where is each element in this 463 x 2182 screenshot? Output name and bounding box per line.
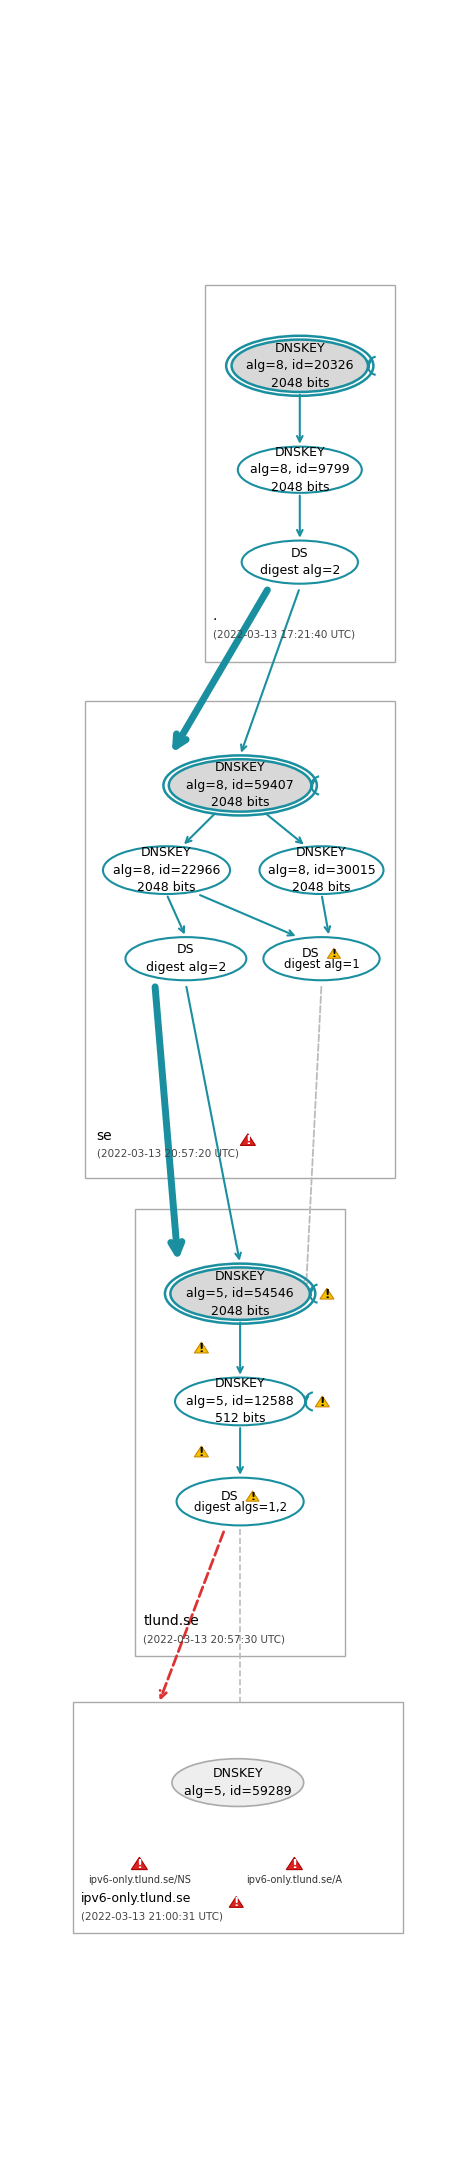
Polygon shape <box>194 1447 208 1458</box>
Text: (2022-03-13 20:57:30 UTC): (2022-03-13 20:57:30 UTC) <box>143 1634 285 1645</box>
Polygon shape <box>131 1857 147 1870</box>
Polygon shape <box>240 1135 255 1146</box>
Text: !: ! <box>244 1135 250 1148</box>
Ellipse shape <box>172 1759 303 1807</box>
Polygon shape <box>229 1896 243 1907</box>
Text: ipv6-only.tlund.se/NS: ipv6-only.tlund.se/NS <box>88 1874 190 1885</box>
Text: DS
digest alg=2: DS digest alg=2 <box>145 943 225 973</box>
Text: se: se <box>97 1128 112 1143</box>
Polygon shape <box>286 1857 302 1870</box>
Text: !: ! <box>233 1896 238 1909</box>
Text: digest algs=1,2: digest algs=1,2 <box>193 1501 286 1514</box>
Text: DNSKEY
alg=8, id=30015
2048 bits: DNSKEY alg=8, id=30015 2048 bits <box>267 847 375 895</box>
Text: .: . <box>213 609 217 622</box>
Polygon shape <box>245 1490 258 1501</box>
Bar <box>135 1209 344 1656</box>
Text: DNSKEY
alg=8, id=20326
2048 bits: DNSKEY alg=8, id=20326 2048 bits <box>245 343 353 391</box>
Text: !: ! <box>324 1287 329 1300</box>
Polygon shape <box>326 949 340 958</box>
Ellipse shape <box>231 340 367 393</box>
Text: !: ! <box>198 1342 204 1355</box>
Ellipse shape <box>170 1268 309 1320</box>
Ellipse shape <box>263 936 379 980</box>
Ellipse shape <box>241 541 357 585</box>
Text: DNSKEY
alg=5, id=54546
2048 bits: DNSKEY alg=5, id=54546 2048 bits <box>186 1270 293 1318</box>
Text: !: ! <box>136 1857 142 1870</box>
Text: DNSKEY
alg=8, id=9799
2048 bits: DNSKEY alg=8, id=9799 2048 bits <box>250 445 349 493</box>
Text: DNSKEY
alg=8, id=22966
2048 bits: DNSKEY alg=8, id=22966 2048 bits <box>113 847 220 895</box>
Text: DNSKEY
alg=8, id=59407
2048 bits: DNSKEY alg=8, id=59407 2048 bits <box>186 762 294 810</box>
Text: !: ! <box>319 1396 324 1410</box>
Text: (2022-03-13 21:00:31 UTC): (2022-03-13 21:00:31 UTC) <box>81 1911 223 1922</box>
Ellipse shape <box>103 847 230 895</box>
Ellipse shape <box>175 1377 305 1425</box>
Ellipse shape <box>176 1477 303 1525</box>
Text: ipv6-only.tlund.se: ipv6-only.tlund.se <box>81 1892 191 1905</box>
Text: (2022-03-13 17:21:40 UTC): (2022-03-13 17:21:40 UTC) <box>213 631 354 639</box>
Text: (2022-03-13 20:57:20 UTC): (2022-03-13 20:57:20 UTC) <box>97 1148 238 1159</box>
Text: DS: DS <box>301 947 319 960</box>
Bar <box>205 286 394 663</box>
Polygon shape <box>314 1396 329 1407</box>
Text: DNSKEY
alg=5, id=59289: DNSKEY alg=5, id=59289 <box>184 1767 291 1798</box>
Text: DS
digest alg=2: DS digest alg=2 <box>259 548 339 578</box>
Text: !: ! <box>198 1447 204 1460</box>
Text: DNSKEY
alg=5, id=12588
512 bits: DNSKEY alg=5, id=12588 512 bits <box>186 1377 294 1425</box>
Ellipse shape <box>259 847 383 895</box>
Text: !: ! <box>250 1492 255 1501</box>
Polygon shape <box>194 1342 208 1353</box>
Bar <box>85 700 394 1178</box>
Text: tlund.se: tlund.se <box>143 1615 199 1628</box>
Ellipse shape <box>169 759 311 812</box>
Text: ipv6-only.tlund.se/A: ipv6-only.tlund.se/A <box>246 1874 342 1885</box>
Ellipse shape <box>125 936 246 980</box>
Ellipse shape <box>237 447 361 493</box>
Polygon shape <box>319 1287 333 1298</box>
Text: digest alg=1: digest alg=1 <box>283 958 359 971</box>
Text: DS: DS <box>220 1490 238 1503</box>
Bar <box>73 1702 402 1933</box>
Text: !: ! <box>331 949 336 960</box>
Text: !: ! <box>291 1857 297 1870</box>
